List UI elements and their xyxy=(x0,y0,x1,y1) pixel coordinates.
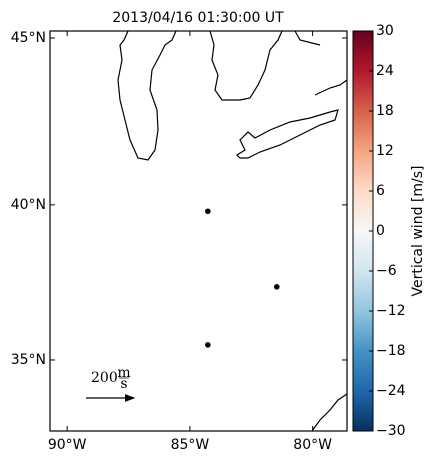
colorbar-tick-label: −30 xyxy=(376,423,406,439)
y-tick-label: 45°N xyxy=(11,30,46,46)
colorbar-tick-label: −6 xyxy=(376,263,397,279)
chart-title: 2013/04/16 01:30:00 UT xyxy=(112,10,284,26)
x-tick-label: 80°W xyxy=(293,437,332,453)
colorbar-tick-label: −24 xyxy=(376,383,406,399)
colorbar-tick-label: 30 xyxy=(376,23,394,39)
colorbar-tick-label: 6 xyxy=(376,183,385,199)
colorbar-tick-label: 0 xyxy=(376,223,385,239)
colorbar-tick-label: 18 xyxy=(376,103,394,119)
quiver-key-unit-top: m xyxy=(117,365,130,381)
colorbar-label: Vertical wind [m/s] xyxy=(410,166,426,297)
coastlines xyxy=(117,30,348,432)
colorbar-tick-label: −12 xyxy=(376,303,406,319)
plot-frame xyxy=(49,30,348,432)
colorbar-tick-label: −18 xyxy=(376,343,406,359)
colorbar-tick-label: 24 xyxy=(376,63,394,79)
x-tick-label: 90°W xyxy=(48,437,87,453)
y-tick-label: 35°N xyxy=(11,352,46,368)
station-point xyxy=(205,208,211,215)
quiver-key-unit-bottom: s xyxy=(120,376,127,392)
colorbar-tick-label: 12 xyxy=(376,143,394,159)
y-tick-label: 40°N xyxy=(11,197,46,213)
x-tick-label: 85°W xyxy=(171,437,210,453)
quiver-key-label: 200 xyxy=(91,370,118,386)
station-point xyxy=(274,284,280,290)
station-point xyxy=(205,342,211,348)
